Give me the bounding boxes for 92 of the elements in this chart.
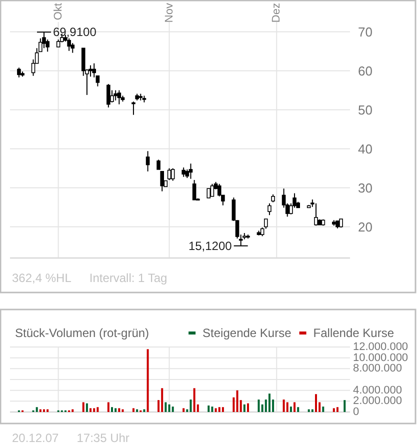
bar xyxy=(107,402,110,412)
candlestick xyxy=(206,188,211,198)
candlestick xyxy=(188,163,193,180)
annotation: 15,1200 xyxy=(188,238,232,253)
x-tick-label: Okt xyxy=(52,3,64,20)
bar xyxy=(208,406,210,412)
y-tick-label: 40 xyxy=(358,141,372,156)
candlestick xyxy=(17,67,21,78)
bar xyxy=(243,404,246,412)
bar xyxy=(282,400,285,412)
bar xyxy=(322,406,324,412)
y-tick-label: 12.000.000 xyxy=(353,341,408,353)
candlestick xyxy=(264,218,268,230)
candlestick xyxy=(314,202,318,226)
bar xyxy=(118,408,120,412)
candlestick xyxy=(268,202,272,216)
text: Intervall: 1 Tag xyxy=(89,271,168,285)
candlestick xyxy=(132,101,136,116)
candlestick xyxy=(117,90,122,105)
bar xyxy=(132,408,134,412)
bar xyxy=(111,407,113,412)
bar xyxy=(182,408,185,412)
candlestick xyxy=(67,38,71,52)
annotation: 69,9100 xyxy=(53,25,97,40)
candlestick xyxy=(146,150,150,172)
bar xyxy=(297,407,300,412)
bar xyxy=(172,406,174,412)
bar xyxy=(308,409,310,412)
bar xyxy=(268,394,270,412)
bar xyxy=(236,390,238,412)
y-tick-label: 2.000.000 xyxy=(353,395,402,408)
y-tick-label: 70 xyxy=(358,24,372,40)
candlestick xyxy=(182,167,186,178)
legend-label: Steigende Kurse xyxy=(202,326,292,340)
bar xyxy=(336,407,338,412)
bar xyxy=(222,407,224,412)
bar xyxy=(214,408,217,412)
bar xyxy=(146,349,149,412)
candlestick xyxy=(70,42,75,54)
y-tick-label: 10.000.000 xyxy=(353,352,408,364)
bar xyxy=(193,388,196,412)
bar xyxy=(286,402,288,412)
bar xyxy=(164,402,167,412)
bar xyxy=(86,403,88,412)
y-tick-label: 8.000.000 xyxy=(353,362,402,375)
bar xyxy=(72,409,74,412)
bar xyxy=(36,407,38,412)
y-tick-label: 30 xyxy=(358,180,372,196)
bar xyxy=(344,400,346,412)
candlestick xyxy=(170,168,175,182)
y-tick-label: 4.000.000 xyxy=(353,384,402,396)
candlestick xyxy=(210,183,214,197)
bar xyxy=(82,402,84,412)
bar xyxy=(247,403,249,412)
bar xyxy=(258,400,260,412)
y-tick-label: 0 xyxy=(353,406,360,418)
y-tick-label: 20 xyxy=(358,219,372,234)
chart-title: Stück-Volumen (rot-grün) xyxy=(15,326,150,340)
bar xyxy=(311,409,314,412)
bar xyxy=(143,409,146,412)
bar xyxy=(161,388,164,412)
bar xyxy=(315,394,317,412)
bar xyxy=(211,406,214,412)
bar xyxy=(114,408,117,412)
bar xyxy=(122,409,124,412)
text: 20.12.07 xyxy=(12,431,60,443)
bar xyxy=(190,400,192,412)
candlestick xyxy=(42,32,46,49)
bar xyxy=(90,408,92,412)
bar xyxy=(290,406,292,412)
y-tick-label: 60 xyxy=(358,63,372,78)
candlestick xyxy=(192,179,196,200)
candlestick xyxy=(106,84,110,108)
bar xyxy=(93,408,96,412)
x-tick-label: Nov xyxy=(163,2,176,23)
bar xyxy=(43,409,45,412)
legend-label: Fallende Kurse xyxy=(313,326,394,340)
bar xyxy=(136,409,138,412)
text: 17:35 Uhr xyxy=(76,431,130,443)
x-tick-label: Dez xyxy=(270,3,283,23)
bar xyxy=(168,404,170,412)
y-tick-label: 50 xyxy=(358,102,372,118)
text: 362,4 %HL xyxy=(12,271,72,285)
bar xyxy=(218,407,220,412)
bar xyxy=(294,402,296,412)
bar xyxy=(332,408,335,412)
bar xyxy=(39,409,42,412)
candlestick xyxy=(167,168,172,180)
bar xyxy=(46,409,49,412)
bar xyxy=(232,397,235,412)
candlestick xyxy=(114,90,118,101)
bar xyxy=(96,407,99,412)
